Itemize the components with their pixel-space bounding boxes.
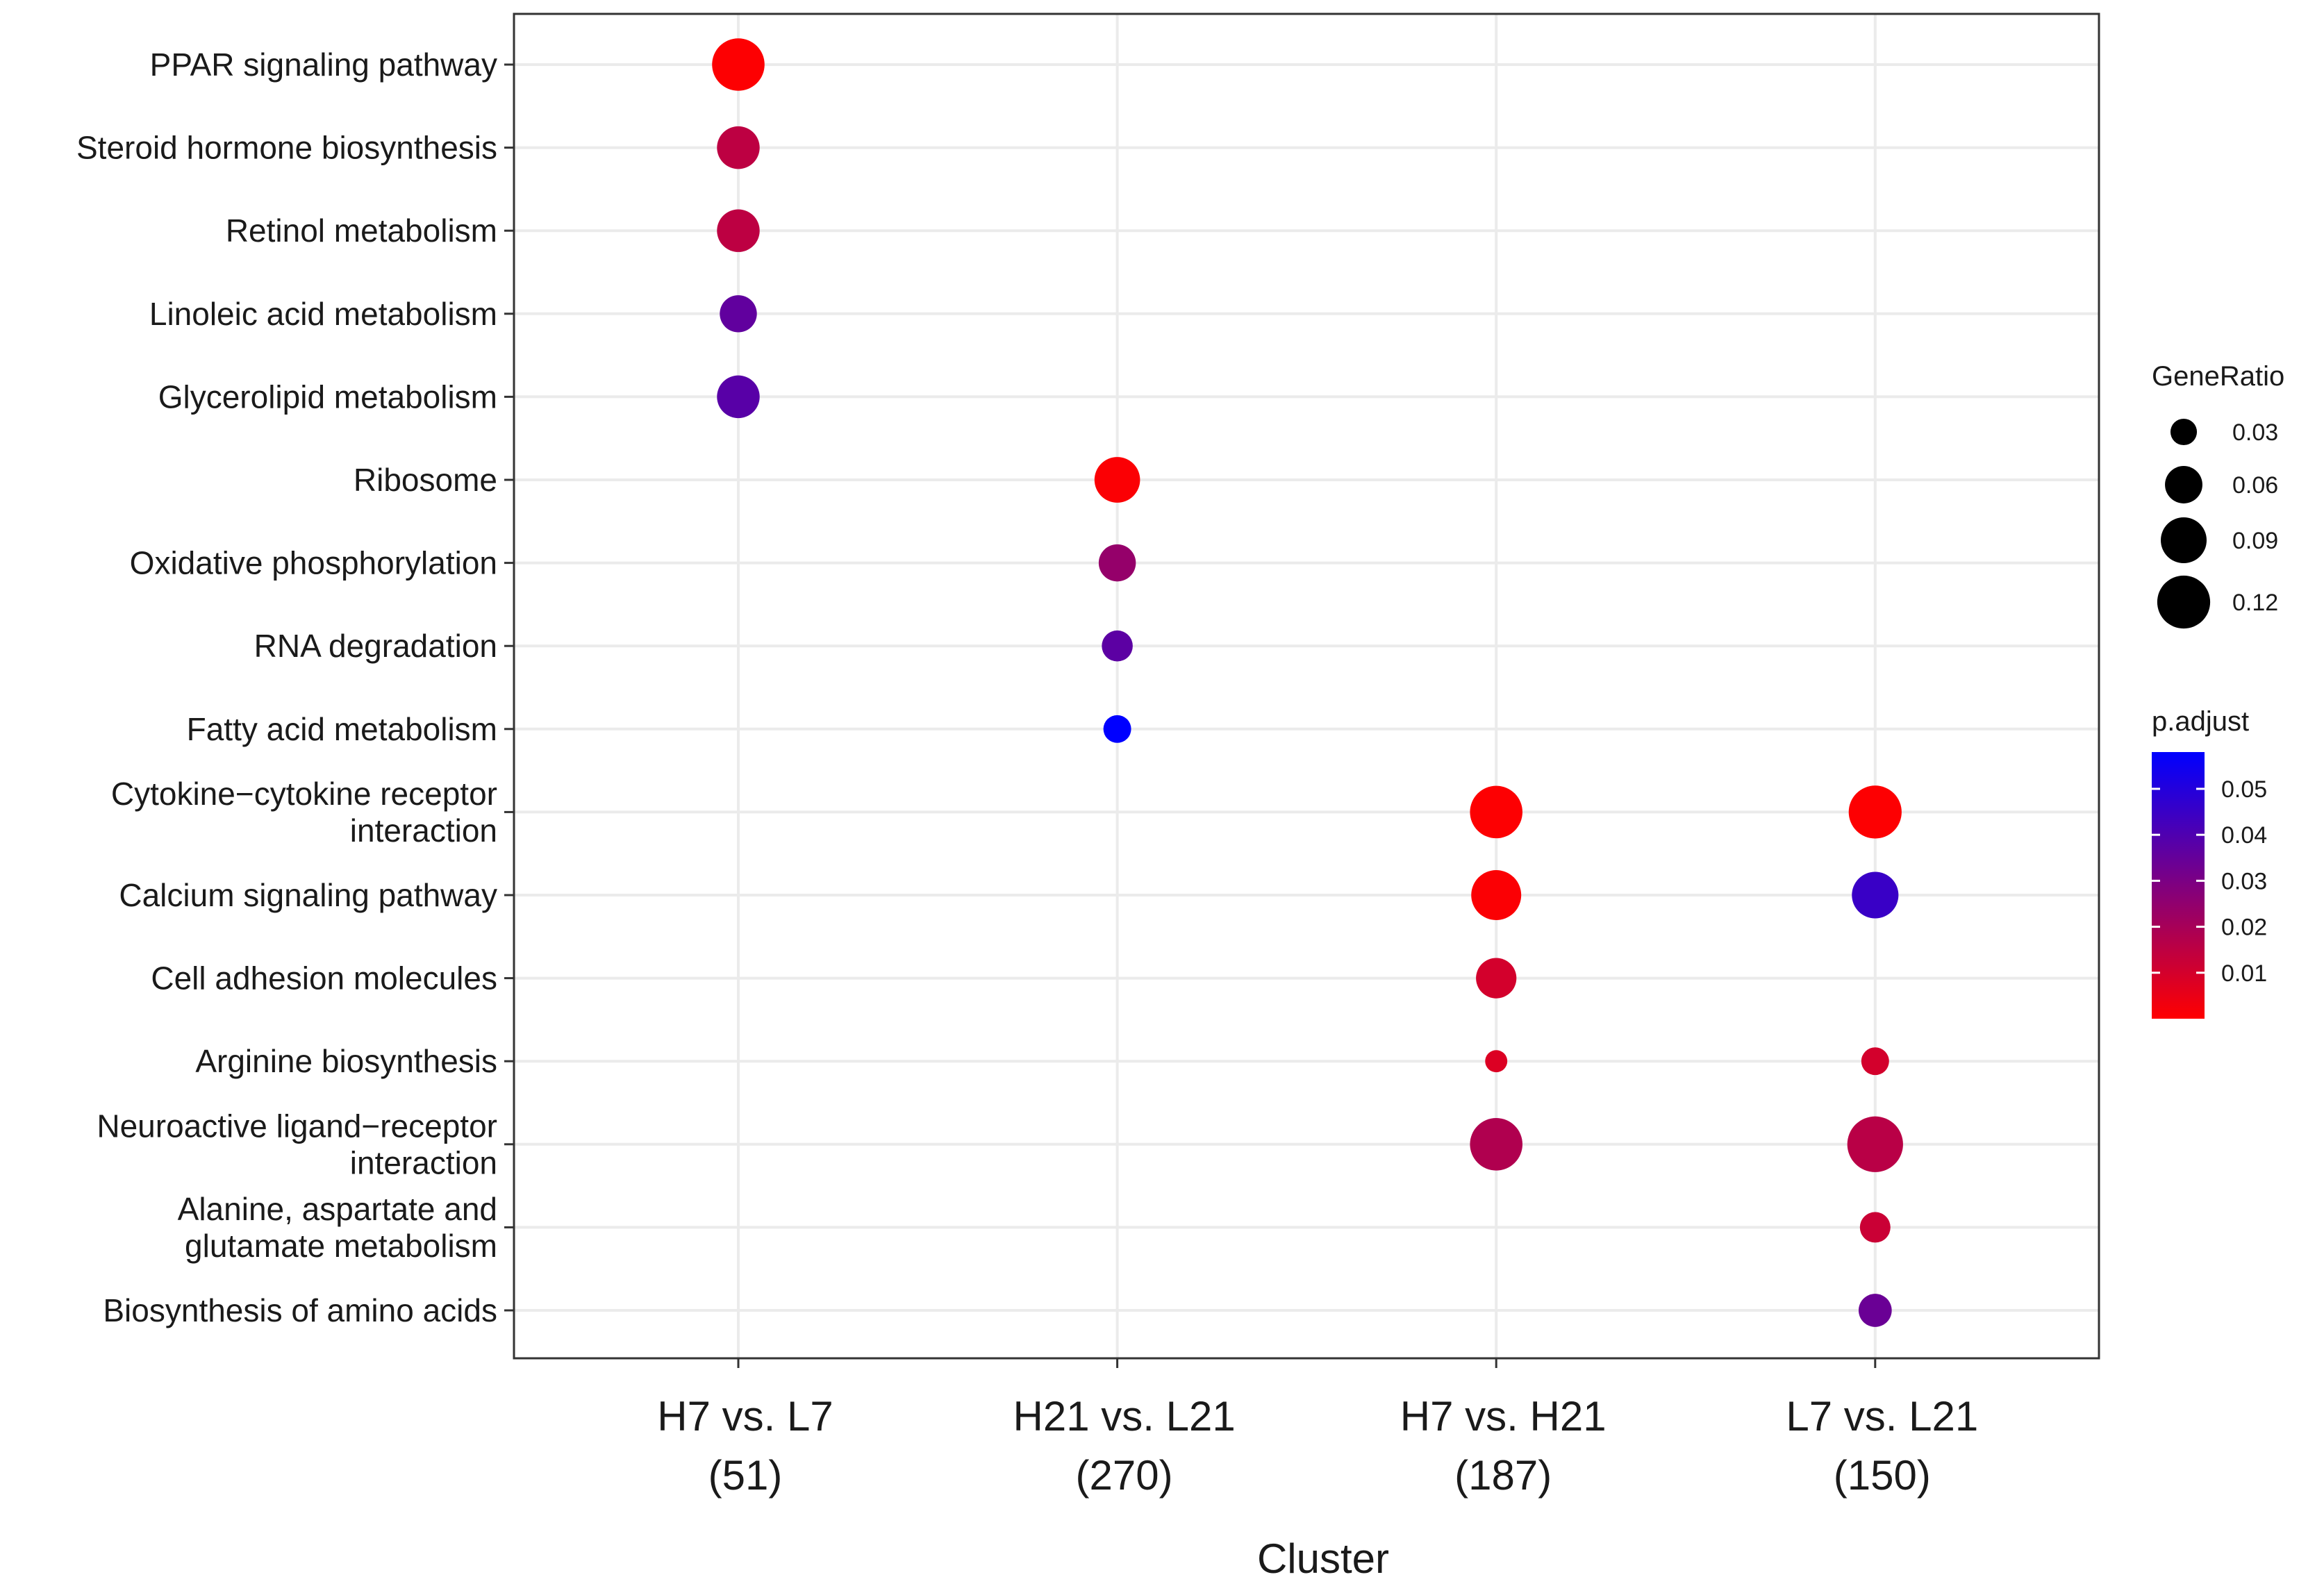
y-tick-label: Cytokine−cytokine receptor (111, 776, 497, 812)
data-point (1859, 1212, 1891, 1243)
y-tick-label: Ribosome (354, 462, 497, 498)
data-point (712, 38, 765, 91)
color-legend-title: p.adjust (2152, 706, 2249, 737)
y-tick-label: Oxidative phosphorylation (130, 545, 497, 581)
y-tick-label: Alanine, aspartate and (178, 1191, 497, 1227)
data-point (1470, 1118, 1522, 1171)
x-tick-count: (187) (1454, 1452, 1552, 1499)
size-legend-key (2161, 517, 2207, 563)
data-point (1861, 1047, 1889, 1076)
y-tick-label: Linoleic acid metabolism (149, 296, 497, 332)
data-point (1103, 715, 1131, 743)
x-tick-label: H21 vs. L21 (1013, 1393, 1236, 1440)
data-point (717, 375, 760, 419)
y-tick-label: Retinol metabolism (226, 212, 497, 249)
y-tick-label: glutamate metabolism (185, 1228, 497, 1264)
x-tick-count: (150) (1834, 1452, 1931, 1499)
data-point (1470, 785, 1522, 839)
data-points (712, 38, 1903, 1327)
data-point (1476, 958, 1517, 999)
data-point (1852, 871, 1899, 919)
data-point (1471, 870, 1522, 920)
size-legend-title: GeneRatio (2152, 361, 2284, 392)
data-point (1858, 1294, 1892, 1327)
data-point (717, 209, 760, 252)
y-tick-label: Glycerolipid metabolism (158, 378, 497, 415)
y-tick-label: Neuroactive ligand−receptor (97, 1108, 497, 1144)
y-tick-label: Biosynthesis of amino acids (103, 1292, 497, 1328)
data-point (1485, 1050, 1508, 1073)
color-legend-label: 0.05 (2221, 776, 2267, 803)
y-tick-label: RNA degradation (254, 628, 497, 664)
y-tick-label: interaction (350, 1144, 497, 1181)
size-legend-key (2170, 418, 2198, 446)
y-tick-label: Cell adhesion molecules (151, 960, 497, 996)
color-legend: p.adjust 0.01 0.02 0.03 0.04 0.05 (2152, 706, 2267, 1019)
color-legend-bar (2152, 752, 2205, 1019)
size-legend-label: 0.03 (2232, 419, 2278, 446)
data-point (720, 295, 757, 333)
size-legend-label: 0.09 (2232, 528, 2278, 554)
data-point (1102, 630, 1133, 662)
y-tick-label: Fatty acid metabolism (187, 711, 497, 747)
x-axis-title: Cluster (1257, 1535, 1389, 1582)
size-legend-key (2165, 466, 2202, 503)
x-tick-label: H7 vs. L7 (657, 1393, 833, 1440)
color-legend-label: 0.01 (2221, 960, 2267, 987)
color-legend-label: 0.03 (2221, 868, 2267, 894)
plot-panel-border (513, 12, 2100, 1360)
data-point (1094, 457, 1140, 503)
data-point (1848, 785, 1902, 839)
x-tick-label: H7 vs. H21 (1400, 1393, 1607, 1440)
x-tick-count: (51) (708, 1452, 783, 1499)
y-axis-labels: PPAR signaling pathway Steroid hormone bi… (76, 47, 497, 1328)
size-legend: GeneRatio 0.03 0.06 0.09 0.12 (2152, 361, 2284, 629)
x-axis-labels: H7 vs. L7 (51) H21 vs. L21 (270) H7 vs. H21 (… (657, 1393, 1978, 1499)
x-tick-label: L7 vs. L21 (1786, 1393, 1978, 1440)
axis-ticks (504, 63, 1877, 1368)
color-legend-label: 0.04 (2221, 822, 2267, 849)
size-legend-label: 0.12 (2232, 590, 2278, 616)
y-tick-label: Steroid hormone biosynthesis (76, 130, 497, 166)
y-tick-label: interaction (350, 812, 497, 849)
size-legend-label: 0.06 (2232, 472, 2278, 499)
y-tick-label: PPAR signaling pathway (150, 47, 497, 83)
data-point (717, 126, 760, 169)
color-legend-label: 0.02 (2221, 915, 2267, 941)
size-legend-key (2157, 575, 2211, 629)
data-point (1847, 1116, 1903, 1172)
y-tick-label: Arginine biosynthesis (195, 1043, 497, 1079)
x-tick-count: (270) (1076, 1452, 1173, 1499)
y-tick-label: Calcium signaling pathway (119, 877, 497, 913)
data-point (1098, 544, 1136, 582)
